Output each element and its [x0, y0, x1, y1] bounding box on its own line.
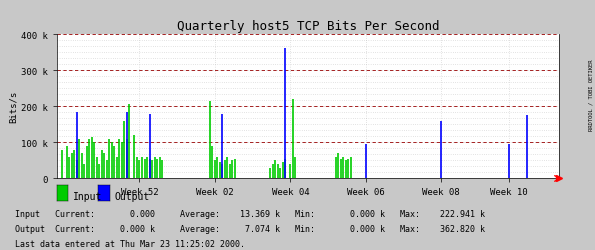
Text: Output  Current:     0.000 k     Average:     7.074 k   Min:       0.000 k   Max: Output Current: 0.000 k Average: 7.074 k… — [15, 224, 485, 233]
Text: Input: Input — [73, 191, 102, 201]
Text: Output: Output — [114, 191, 149, 201]
Title: Quarterly host5 TCP Bits Per Second: Quarterly host5 TCP Bits Per Second — [177, 20, 439, 32]
Text: Input   Current:       0.000     Average:    13.369 k   Min:       0.000 k   Max: Input Current: 0.000 Average: 13.369 k M… — [15, 209, 485, 218]
Y-axis label: Bits/s: Bits/s — [9, 91, 18, 123]
Text: Last data entered at Thu Mar 23 11:25:02 2000.: Last data entered at Thu Mar 23 11:25:02… — [15, 239, 245, 248]
Text: RRDTOOL / TOBI OETIKER: RRDTOOL / TOBI OETIKER — [588, 60, 593, 130]
